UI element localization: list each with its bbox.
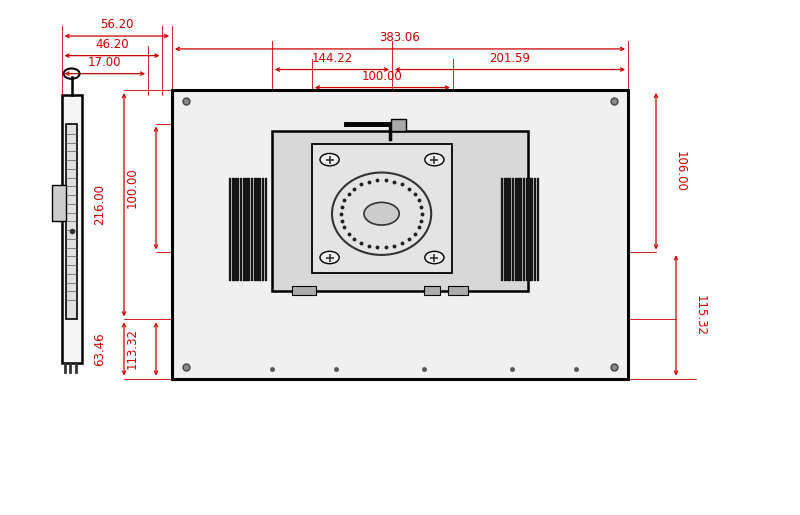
Bar [265,178,267,281]
Bar [518,178,520,281]
Bar [229,178,231,281]
Bar [251,178,253,281]
Bar [292,286,316,295]
Text: 100.00: 100.00 [126,167,138,209]
Bar [526,178,528,281]
Text: 115.32: 115.32 [694,295,706,336]
Bar [424,286,440,295]
Bar [52,185,66,221]
Bar [509,178,511,281]
Bar [262,178,264,281]
Text: 46.20: 46.20 [95,38,129,51]
Bar [312,144,452,273]
Circle shape [320,153,339,166]
Bar [528,178,530,281]
Bar [237,178,239,281]
Bar [256,178,258,281]
Text: 383.06: 383.06 [380,31,420,44]
Bar [504,178,506,281]
Text: 100.00: 100.00 [362,70,402,83]
Text: 63.46: 63.46 [94,332,106,366]
Bar [512,178,514,281]
Bar [501,178,503,281]
Text: 216.00: 216.00 [94,184,106,225]
Bar [242,178,245,281]
Bar [172,90,628,379]
Bar [534,178,536,281]
Bar [523,178,525,281]
Text: 56.20: 56.20 [100,18,134,31]
Text: 144.22: 144.22 [311,52,353,65]
Bar [514,178,517,281]
Bar [531,178,534,281]
Circle shape [425,251,444,264]
Circle shape [320,251,339,264]
Bar [234,178,237,281]
Bar [537,178,539,281]
Bar [448,286,468,295]
Text: 201.59: 201.59 [490,52,530,65]
Bar [254,178,256,281]
Bar [272,131,528,291]
Text: 17.00: 17.00 [88,56,122,69]
Bar [246,178,248,281]
Bar [506,178,509,281]
Bar [248,178,250,281]
Bar [391,119,406,131]
Text: 113.32: 113.32 [126,329,138,369]
Bar [232,178,234,281]
Circle shape [425,153,444,166]
Bar [259,178,262,281]
Bar [66,124,77,319]
Bar [520,178,522,281]
Bar [62,95,82,363]
Bar [240,178,242,281]
Text: 106.00: 106.00 [674,151,686,192]
Circle shape [364,202,399,225]
